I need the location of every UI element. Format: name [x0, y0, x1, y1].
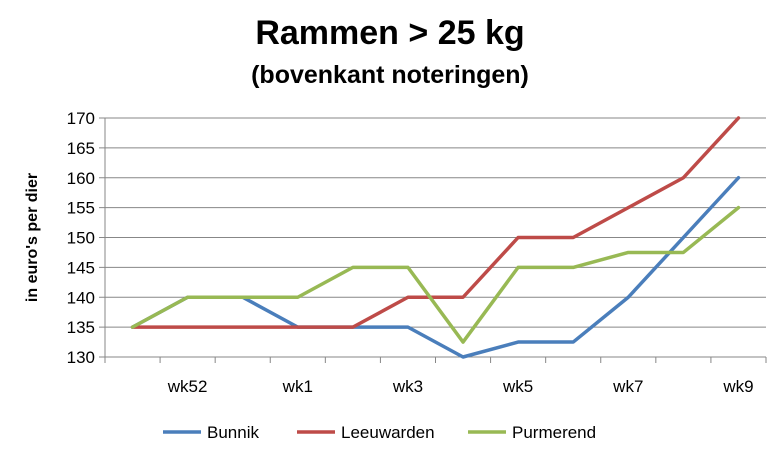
y-tick-label: 155	[67, 199, 95, 218]
y-tick-label: 135	[67, 318, 95, 337]
legend-label-purmerend: Purmerend	[512, 423, 596, 442]
y-tick-label: 165	[67, 139, 95, 158]
legend-label-bunnik: Bunnik	[207, 423, 259, 442]
axes: 130 135 140 145 150 155 160 165 170 wk52 wk1 wk3 wk5…	[67, 109, 767, 396]
legend-label-leeuwarden: Leeuwarden	[341, 423, 435, 442]
y-axis-label: in euro's per dier	[24, 173, 41, 302]
y-tick-label: 145	[67, 258, 95, 277]
legend: Bunnik Leeuwarden Purmerend	[163, 423, 596, 442]
x-tick-label: wk7	[612, 377, 643, 396]
chart-title: Rammen > 25 kg	[255, 14, 524, 52]
x-tick-label: wk3	[392, 377, 423, 396]
y-tick-label: 160	[67, 169, 95, 188]
x-tick-label: wk5	[502, 377, 533, 396]
y-tick-label: 150	[67, 229, 95, 248]
series-line-leeuwarden	[130, 116, 741, 329]
y-tick-label: 130	[67, 348, 95, 367]
x-tick-label: wk1	[282, 377, 313, 396]
y-tick-label: 140	[67, 288, 95, 307]
x-tick-label: wk52	[167, 377, 208, 396]
x-tick-label: wk9	[722, 377, 753, 396]
series-line-purmerend	[130, 205, 741, 344]
chart-subtitle: (bovenkant noteringen)	[251, 61, 529, 89]
y-tick-label: 170	[67, 109, 95, 128]
series-lines	[130, 116, 741, 359]
